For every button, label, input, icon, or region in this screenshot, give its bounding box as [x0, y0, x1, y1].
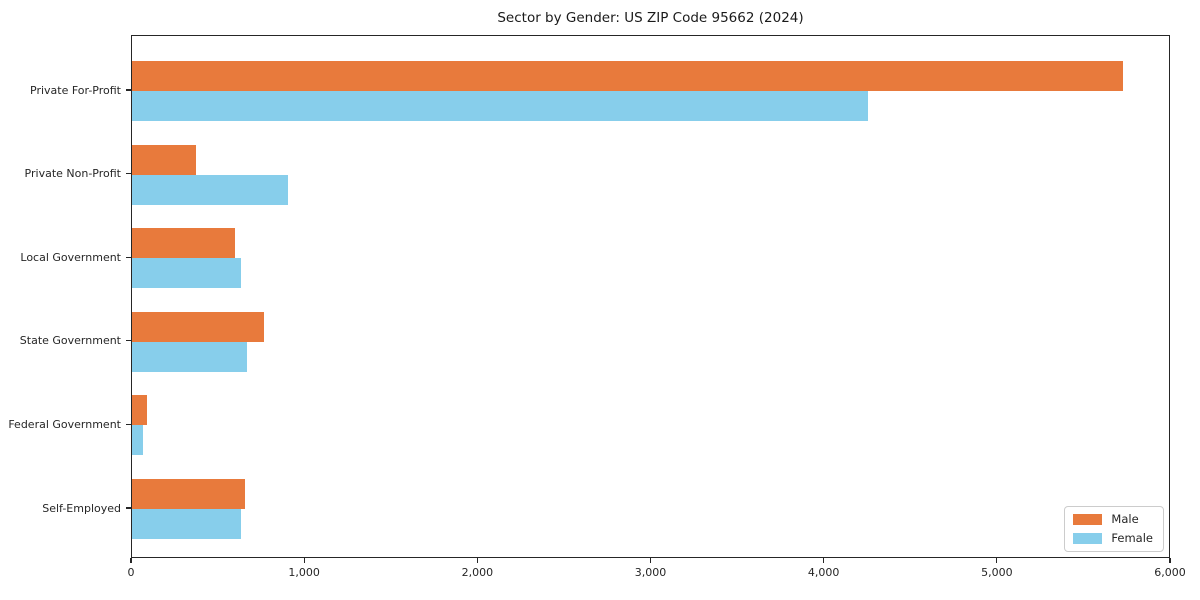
y-tick-label-private-non-profit: Private Non-Profit [24, 167, 121, 181]
legend: Male Female [1064, 506, 1164, 552]
bar-male-local-government [132, 228, 236, 259]
bar-female-private-for-profit [132, 91, 868, 121]
bar-female-local-government [132, 258, 242, 289]
legend-row-female: Female [1073, 530, 1153, 545]
x-tick-label-1000: 1,000 [288, 566, 320, 579]
x-tick-label-3000: 3,000 [634, 566, 667, 579]
y-tick-mark [126, 173, 131, 175]
bar-female-private-non-profit [132, 174, 288, 205]
y-tick-mark [126, 89, 131, 91]
y-tick-label-federal-government: Federal Government [8, 417, 121, 431]
x-tick-mark [649, 558, 652, 563]
bar-male-state-government [132, 311, 265, 342]
x-tick-label-4000: 4,000 [807, 566, 840, 579]
bar-male-federal-government [132, 395, 147, 426]
y-tick-label-self-employed: Self-Employed [42, 501, 121, 515]
bar-female-federal-government [132, 425, 144, 456]
male-legend-swatch [1073, 514, 1103, 526]
y-tick-mark [126, 423, 131, 425]
x-tick-mark [130, 558, 132, 563]
male-legend-label: Male [1111, 512, 1139, 526]
y-tick-mark [126, 340, 131, 342]
plot-area: Male Female [131, 35, 1170, 558]
y-tick-mark [126, 507, 131, 509]
female-legend-label: Female [1111, 530, 1153, 545]
x-tick-mark [823, 558, 825, 563]
x-tick-label-6000: 6,000 [1154, 566, 1186, 579]
x-tick-label-5000: 5,000 [981, 566, 1013, 579]
female-legend-swatch [1073, 532, 1103, 544]
x-tick-label-0: 0 [127, 566, 135, 579]
chart-title: Sector by Gender: US ZIP Code 95662 (202… [497, 10, 804, 26]
x-tick-label-2000: 2,000 [461, 566, 494, 579]
x-tick-mark [996, 558, 998, 563]
bar-female-state-government [132, 341, 248, 372]
y-tick-mark [126, 256, 131, 258]
y-tick-label-state-government: State Government [19, 334, 121, 348]
bar-female-self-employed [132, 509, 242, 539]
x-tick-mark [303, 558, 305, 563]
legend-row-male: Male [1073, 512, 1153, 526]
bar-male-private-non-profit [132, 144, 197, 175]
bar-male-self-employed [132, 479, 246, 509]
x-tick-mark [1169, 558, 1171, 563]
y-tick-label-local-government: Local Government [20, 250, 121, 264]
y-tick-label-private-for-profit: Private For-Profit [30, 83, 121, 97]
x-tick-mark [476, 558, 478, 563]
bar-male-private-for-profit [132, 61, 1123, 91]
